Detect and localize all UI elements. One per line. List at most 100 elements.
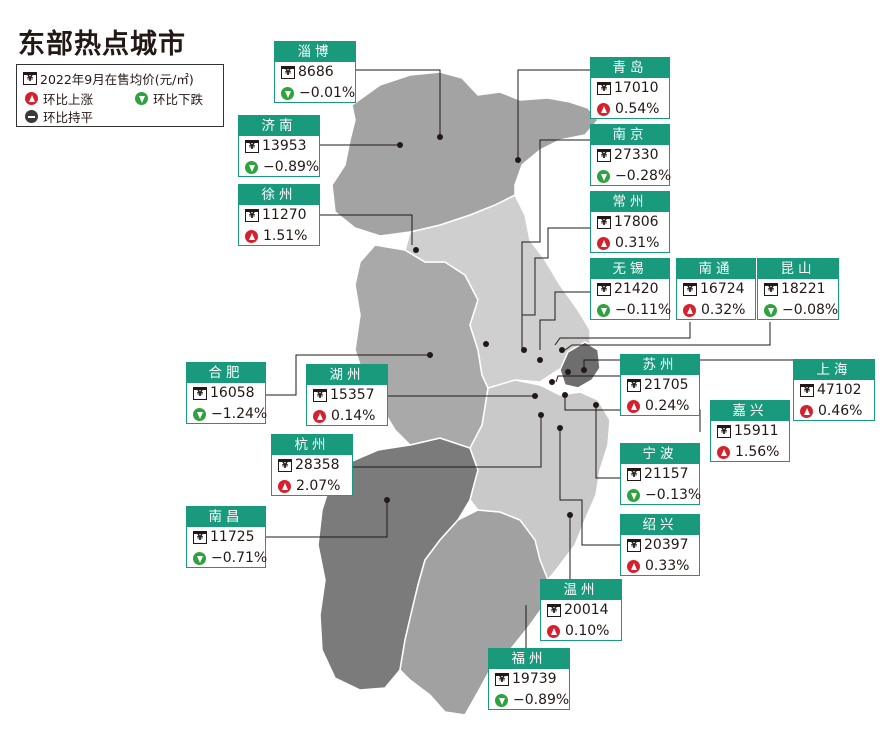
city-dot-xuzhou [413,247,419,253]
price-tag-icon: ¥ [547,604,561,617]
city-card: 无锡 ¥21420 −0.11% [590,258,672,321]
legend-flat-label: 环比持平 [43,110,94,125]
city-card: 温州 ¥20014 0.10% [540,579,622,641]
city-name: 湖州 [307,365,387,385]
city-change-row: 2.07% [272,476,352,497]
city-name: 无锡 [591,259,669,279]
price-tag-icon: ¥ [597,283,611,296]
legend-price-row: ¥ 2022年9月在售均价(元/㎡) [23,69,194,88]
city-price: 11725 [210,529,255,545]
city-change: 0.46% [818,403,863,419]
city-dot-jinan [397,142,403,148]
city-change: 1.56% [735,444,780,460]
city-name: 南通 [677,259,755,279]
city-price: 15911 [734,423,779,439]
city-price: 11270 [262,207,307,223]
city-dot-kunshan [565,369,571,375]
city-price-row: ¥27330 [591,145,669,166]
city-name: 常州 [591,192,669,212]
city-price-row: ¥16724 [677,279,755,300]
up-arrow-icon [597,103,610,116]
city-dot-wuxi [537,357,543,363]
city-price-row: ¥20014 [541,600,621,621]
city-change: −0.71% [211,550,268,566]
down-arrow-icon [281,87,294,100]
up-arrow-icon [627,560,640,573]
city-change-row: 1.56% [711,442,789,463]
city-dot-zibo [437,134,443,140]
up-arrow-icon [627,400,640,413]
legend-up-row: 环比上涨 [25,89,93,108]
city-price: 47102 [817,382,862,398]
city-dot-changzhou [521,347,527,353]
price-tag-icon: ¥ [313,389,327,402]
city-name: 青岛 [591,58,669,78]
city-change-row: 0.33% [621,556,699,577]
city-card: 宁波 ¥21157 −0.13% [620,443,701,505]
city-change: 0.14% [331,408,376,424]
city-card: 南昌 ¥11725 −0.71% [186,506,268,568]
city-change-row: −0.89% [489,690,569,711]
city-price: 17010 [614,80,659,96]
city-change-row: 0.32% [677,300,755,321]
city-card: 上海 ¥47102 0.46% [793,359,875,421]
down-arrow-icon [597,304,610,317]
city-name: 南昌 [187,507,265,527]
legend: ¥ 2022年9月在售均价(元/㎡) 环比上涨 环比下跌 环比持平 [16,64,224,127]
city-change: −0.11% [615,302,672,318]
page-title: 东部热点城市 [18,29,186,60]
down-arrow-icon [245,161,258,174]
city-change: 0.10% [565,623,610,639]
city-dot-hefei [427,352,433,358]
zhejiang-province [469,379,611,582]
city-name: 嘉兴 [711,401,789,421]
city-dot-hangzhou [538,412,544,418]
city-card: 徐州 ¥11270 1.51% [238,184,320,246]
up-arrow-icon [717,446,730,459]
city-change: −0.08% [782,302,839,318]
city-price-row: ¥11270 [239,205,319,226]
city-dot-shanghai [581,367,587,373]
price-tag-icon: ¥ [683,283,697,296]
city-price-row: ¥21705 [621,375,699,396]
city-price-row: ¥20397 [621,535,699,556]
city-change-row: −0.11% [591,300,672,321]
up-arrow-icon [547,625,560,638]
city-dot-huzhou [532,393,538,399]
city-card: 苏州 ¥21705 0.24% [620,354,700,416]
city-change-row: 0.46% [794,401,874,422]
price-tag-icon: ¥ [193,387,207,400]
city-dot-nanjing [483,341,489,347]
city-price-row: ¥17806 [591,212,669,233]
city-name: 绍兴 [621,515,699,535]
legend-up-label: 环比上涨 [43,92,94,107]
city-price: 16058 [210,385,255,401]
city-price: 20397 [644,537,689,553]
price-tag-icon: ¥ [597,82,611,95]
city-change-row: −0.28% [591,166,672,187]
shandong-province [331,71,599,237]
down-arrow-icon [193,408,206,421]
flat-dash-icon [25,110,38,123]
up-arrow-icon [597,237,610,250]
price-tag-icon: ¥ [627,539,641,552]
city-name: 淄博 [275,42,355,62]
city-card: 青岛 ¥17010 0.54% [590,57,670,119]
city-price: 28358 [295,457,340,473]
city-change: −0.01% [299,85,356,101]
city-price-row: ¥19739 [489,669,569,690]
city-change: 0.33% [645,558,690,574]
city-name: 温州 [541,580,621,600]
city-dot-wenzhou [567,512,573,518]
city-name: 南京 [591,125,669,145]
city-change: −0.28% [615,168,672,184]
price-tag-icon: ¥ [495,673,509,686]
city-name: 合肥 [187,363,265,383]
up-arrow-icon [800,405,813,418]
city-change: 0.32% [701,302,746,318]
city-change-row: 0.24% [621,396,699,417]
legend-flat-row: 环比持平 [25,107,93,126]
city-change-row: 0.14% [307,406,387,427]
price-tag-icon: ¥ [281,66,295,79]
